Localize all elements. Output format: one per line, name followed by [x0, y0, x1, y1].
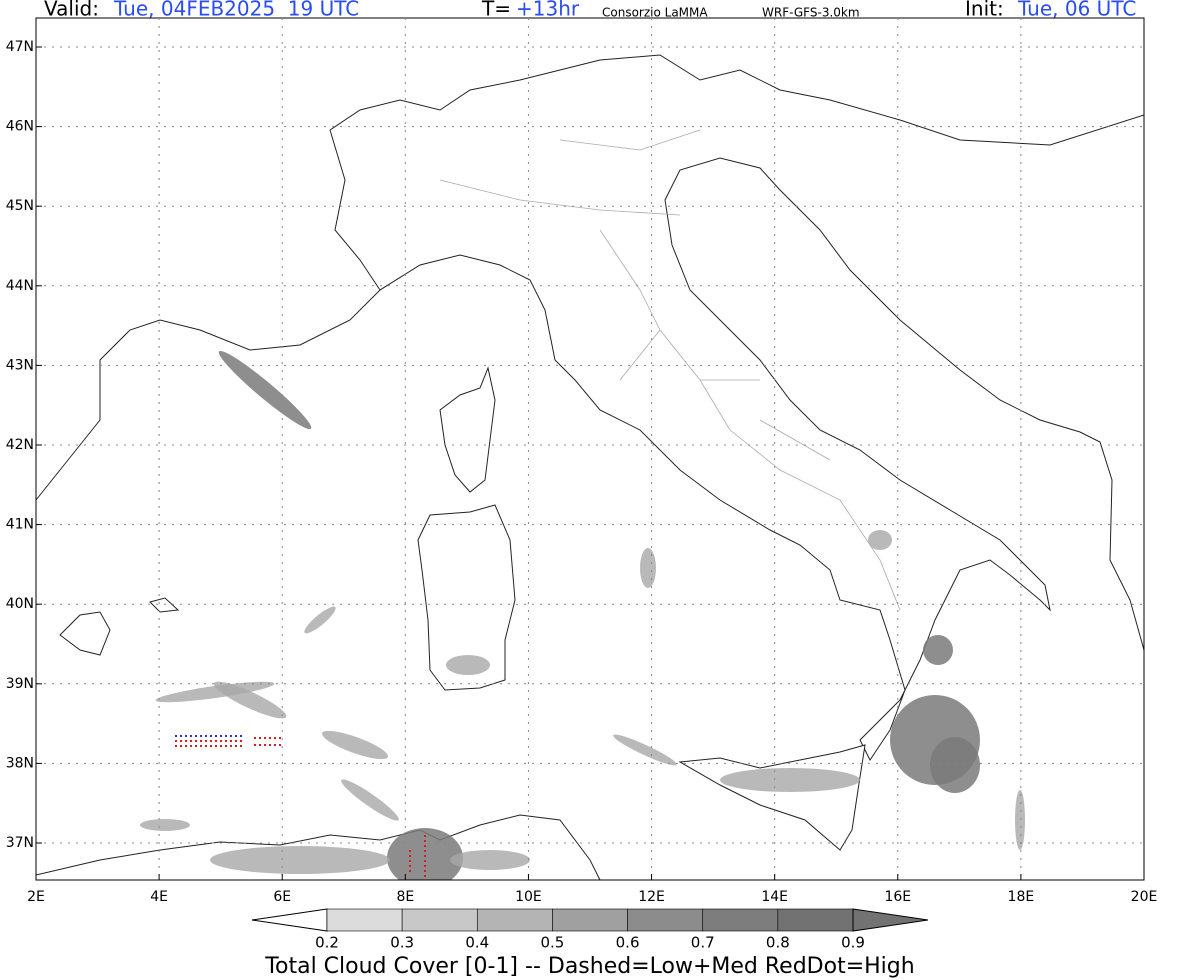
lat-label: 44N	[6, 278, 34, 294]
clouds	[140, 350, 1025, 880]
lon-label: 2E	[27, 889, 45, 905]
colorbar-segment	[552, 908, 628, 932]
init-label: Init:	[965, 0, 1004, 21]
colorbar-label: 0.9	[841, 934, 865, 952]
colorbar-segment	[777, 908, 854, 932]
france-border	[329, 129, 381, 291]
valid-value: Tue, 04FEB2025 19 UTC	[113, 0, 359, 21]
colorbar-label: 0.4	[465, 934, 489, 952]
colorbar-extend-high	[852, 908, 929, 932]
colorbar-title: Total Cloud Cover [0-1] -- Dashed=Low+Me…	[264, 954, 914, 979]
valid-label: Valid:	[44, 0, 99, 21]
balearic	[59, 597, 180, 656]
lat-label: 42N	[6, 437, 34, 453]
map-frame	[35, 17, 1145, 881]
lon-label: 12E	[638, 889, 665, 905]
region-borders	[439, 129, 901, 611]
colorbar-label: 0.3	[390, 934, 414, 952]
lat-label: 45N	[6, 198, 34, 214]
lon-label: 16E	[884, 889, 911, 905]
colorbar-label: 0.6	[616, 934, 640, 952]
lon-label: 18E	[1008, 889, 1035, 905]
alps-border	[329, 54, 1144, 146]
lon-label: 14E	[761, 889, 788, 905]
lat-label: 39N	[6, 676, 34, 692]
lat-label: 37N	[6, 835, 34, 851]
colorbar-segment	[401, 908, 478, 932]
lat-label: 46N	[6, 119, 34, 135]
lat-label: 40N	[6, 596, 34, 612]
sicily	[678, 744, 866, 851]
colorbar-label: 0.5	[540, 934, 564, 952]
colorbar-segment	[702, 908, 779, 932]
lon-label: 4E	[150, 889, 168, 905]
init-value: Tue, 06 UTC	[1017, 0, 1136, 21]
t-label: T=	[481, 0, 511, 21]
corsica	[439, 366, 496, 493]
source: Consorzio LaMMA	[602, 6, 708, 20]
t-value: +13hr	[516, 0, 580, 21]
map: 47N 46N 45N 44N 43N 42N 41N 40N 39N 38N 37N 2E 4E 6E 8…	[6, 17, 1158, 905]
lat-label: 47N	[6, 39, 34, 55]
high-cloud-dots	[175, 735, 426, 880]
lon-label: 10E	[515, 889, 542, 905]
colorbar-label: 0.2	[315, 934, 339, 952]
lon-label: 20E	[1131, 889, 1158, 905]
coastline	[36, 157, 1144, 761]
colorbar-label: 0.7	[691, 934, 715, 952]
colorbar-segment	[326, 908, 403, 932]
lon-label: 6E	[273, 889, 291, 905]
colorbar: 0.2 0.3 0.4 0.5 0.6 0.7 0.8 0.9	[251, 908, 929, 952]
colorbar-label: 0.8	[766, 934, 790, 952]
colorbar-segment	[476, 908, 553, 932]
colorbar-segment	[627, 908, 704, 932]
africa-coast	[36, 814, 601, 880]
colorbar-extend-low	[251, 908, 328, 932]
lon-label: 8E	[396, 889, 414, 905]
model: WRF-GFS-3.0km	[762, 6, 860, 20]
lat-label: 43N	[6, 357, 34, 373]
lat-label: 38N	[6, 755, 34, 771]
lat-label: 41N	[6, 517, 34, 533]
